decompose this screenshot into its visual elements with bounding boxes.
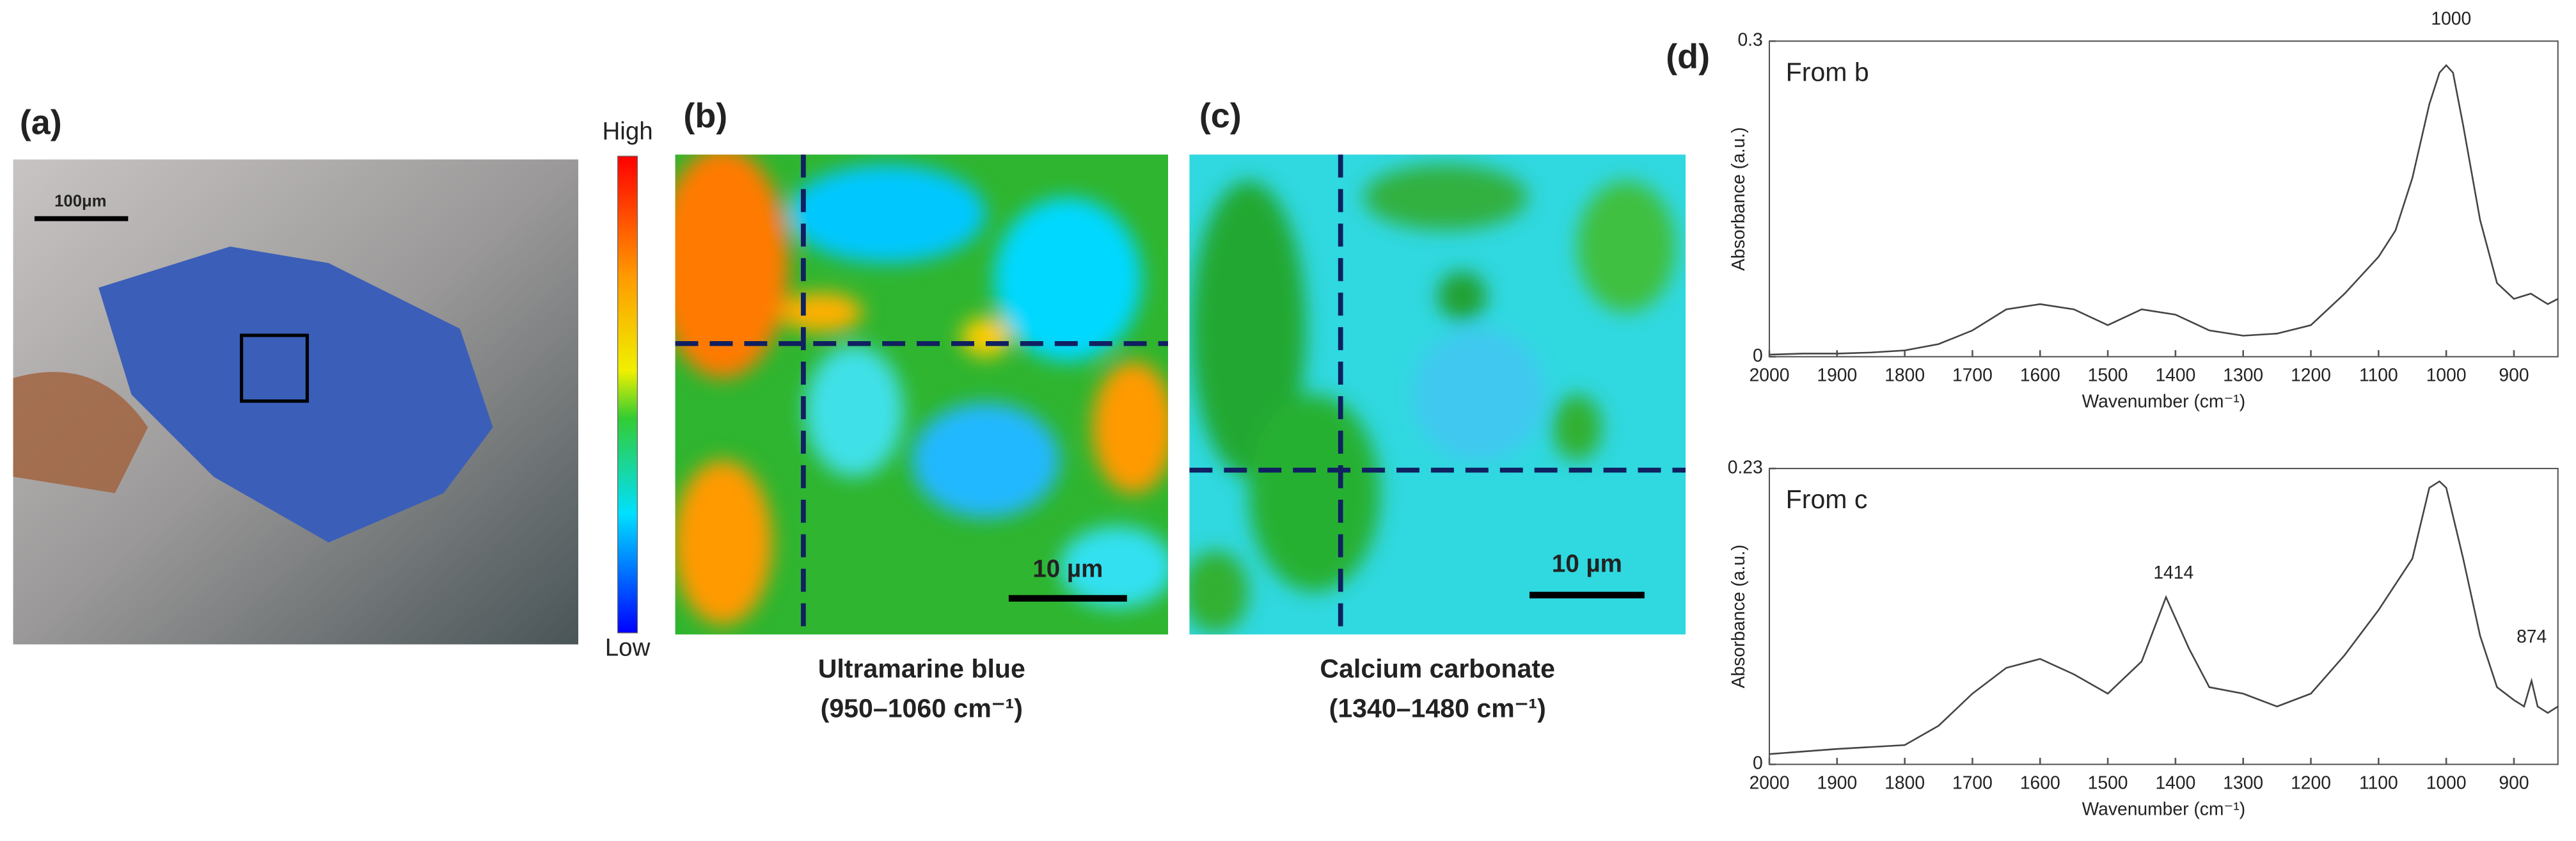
- x-tick-label: 1500: [2088, 365, 2128, 385]
- y-axis-label: Absorbance (a.u.): [1728, 127, 1748, 271]
- caption: Calcium carbonate: [1320, 654, 1555, 684]
- x-tick-label: 1700: [1952, 773, 1993, 793]
- panel-note: From b: [1786, 57, 1869, 86]
- heatmap: [675, 154, 1169, 635]
- caption: (950–1060 cm⁻¹): [821, 693, 1023, 723]
- x-tick-label: 1000: [2426, 365, 2467, 385]
- y-tick-label: 0.23: [1728, 456, 1763, 477]
- caption: Ultramarine blue: [818, 654, 1025, 684]
- panel-label: (d): [1666, 38, 1710, 76]
- scale-label: 100μm: [54, 193, 106, 211]
- x-tick-label: 2000: [1750, 773, 1790, 793]
- x-tick-label: 900: [2499, 365, 2529, 385]
- x-tick-label: 1300: [2223, 773, 2263, 793]
- x-tick-label: 900: [2499, 773, 2529, 793]
- x-tick-label: 1800: [1885, 365, 1925, 385]
- plot-frame: [1768, 40, 2559, 358]
- panel-label: (b): [683, 97, 727, 135]
- x-tick-label: 1700: [1952, 365, 1993, 385]
- x-tick-label: 1500: [2088, 773, 2128, 793]
- x-axis-label: Wavenumber (cm⁻¹): [2082, 799, 2246, 819]
- x-tick-label: 1200: [2291, 365, 2331, 385]
- x-tick-label: 1200: [2291, 773, 2331, 793]
- y-tick-label: 0: [1753, 345, 1763, 365]
- caption: (1340–1480 cm⁻¹): [1329, 693, 1546, 723]
- x-tick-label: 1900: [1817, 365, 1857, 385]
- heatmap: [1189, 154, 1686, 635]
- scale-label: 10 µm: [1032, 555, 1103, 582]
- x-tick-label: 1100: [2359, 773, 2398, 793]
- plot-frame: [1768, 467, 2559, 765]
- x-tick-label: 1600: [2020, 365, 2060, 385]
- x-tick-label: 2000: [1750, 365, 1790, 385]
- y-tick-label: 0: [1753, 753, 1763, 773]
- x-tick-label: 1800: [1885, 773, 1925, 793]
- annotation: 1414: [2153, 562, 2193, 582]
- particle: [13, 372, 148, 493]
- panel-note: From c: [1786, 485, 1868, 514]
- spectrum-line: [1769, 480, 2559, 755]
- x-tick-label: 1000: [2426, 773, 2467, 793]
- spectrum-line: [1769, 64, 2559, 356]
- x-tick-label: 1300: [2223, 365, 2263, 385]
- x-tick-label: 1100: [2359, 365, 2398, 385]
- panel-label: (a): [20, 103, 62, 141]
- x-tick-label: 1400: [2155, 365, 2195, 385]
- colorbar-low: Low: [605, 634, 651, 662]
- y-tick-label: 0.3: [1737, 29, 1762, 50]
- scale-label: 10 µm: [1552, 550, 1622, 578]
- x-tick-label: 1400: [2155, 773, 2195, 793]
- x-tick-label: 1900: [1817, 773, 1857, 793]
- panel-label: (c): [1199, 97, 1242, 135]
- colorbar: [617, 156, 638, 634]
- annotation: 1000: [2431, 8, 2471, 28]
- particle: [99, 246, 493, 543]
- x-axis-label: Wavenumber (cm⁻¹): [2082, 391, 2246, 412]
- roi-box: [239, 333, 309, 403]
- x-tick-label: 1600: [2020, 773, 2060, 793]
- annotation: 874: [2517, 626, 2547, 646]
- y-axis-label: Absorbance (a.u.): [1728, 545, 1748, 689]
- colorbar-high: High: [602, 118, 652, 145]
